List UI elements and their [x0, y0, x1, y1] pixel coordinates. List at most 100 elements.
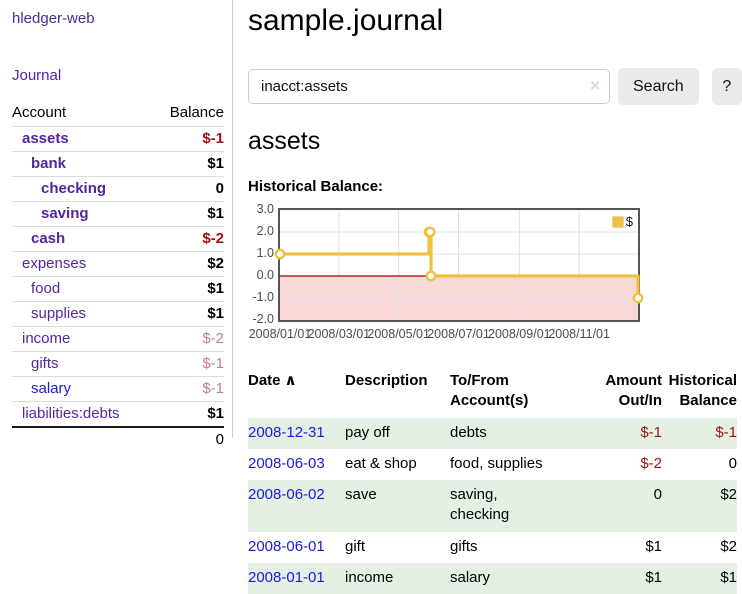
account-row: gifts$-1 — [12, 352, 224, 377]
accounts-cell: salary — [450, 563, 582, 594]
account-balance: $1 — [153, 277, 224, 302]
account-link[interactable]: supplies — [31, 305, 86, 322]
legend-swatch-icon — [612, 216, 624, 228]
account-link[interactable]: expenses — [22, 255, 86, 272]
chart-title-label: Historical Balance: — [248, 178, 742, 195]
account-link[interactable]: bank — [31, 155, 66, 172]
amount-cell: $1 — [582, 532, 662, 563]
balance-cell: $1 — [662, 563, 737, 594]
accounts-total-row: 0 — [12, 427, 224, 452]
search-form: × Search ? — [248, 68, 742, 105]
account-link[interactable]: cash — [31, 230, 65, 247]
chart-plot-area[interactable]: $ — [278, 208, 640, 322]
transaction-date-link[interactable]: 2008-06-03 — [248, 455, 325, 472]
account-link[interactable]: income — [22, 330, 70, 347]
account-row: salary $-1 — [12, 377, 224, 402]
y-axis-tick: 2.0 — [248, 224, 274, 239]
account-balance: $1 — [153, 152, 224, 177]
x-axis-tick: 2008/09/01 — [486, 327, 552, 342]
account-balance: $-2 — [153, 227, 224, 252]
balance-column-header-reg: Historical Balance — [662, 367, 737, 418]
account-heading: assets — [248, 127, 742, 156]
search-button[interactable]: Search — [618, 68, 699, 105]
account-balance: $-2 — [153, 327, 224, 352]
accounts-cell: food, supplies — [450, 449, 582, 480]
search-input[interactable] — [248, 69, 610, 104]
account-row: cash $-2 — [12, 227, 224, 252]
description-cell: gift — [345, 532, 450, 563]
accounts-total-value: 0 — [153, 427, 224, 452]
register-table: Date∧ Description To/From Account(s) Amo… — [248, 367, 737, 594]
account-balance: $1 — [153, 302, 224, 327]
main-content: sample.journal × Search ? assets Histori… — [248, 0, 742, 594]
help-button[interactable]: ? — [712, 68, 742, 105]
description-cell: pay off — [345, 418, 450, 449]
sort-ascending-icon: ∧ — [285, 372, 297, 389]
description-cell: eat & shop — [345, 449, 450, 480]
y-axis-tick: -2.0 — [248, 312, 274, 327]
transaction-date-link[interactable]: 2008-12-31 — [248, 424, 325, 441]
account-balance: $-1 — [153, 127, 224, 152]
balance-cell: $-1 — [662, 418, 737, 449]
transaction-date-link[interactable]: 2008-06-02 — [248, 486, 325, 503]
x-axis-tick: 2008/11/01 — [546, 327, 612, 342]
page-title: sample.journal — [248, 4, 742, 38]
balance-column-header: Balance — [153, 100, 224, 127]
app-title-link[interactable]: hledger-web — [12, 10, 95, 27]
account-link[interactable]: saving — [41, 205, 89, 222]
sidebar-item-journal[interactable]: Journal — [12, 67, 61, 84]
account-row: liabilities:debts $1 — [12, 402, 224, 428]
account-balance: $1 — [153, 402, 224, 428]
clear-search-icon[interactable]: × — [590, 76, 600, 96]
amount-column-header: Amount Out/In — [582, 367, 662, 418]
transaction-date-link[interactable]: 2008-01-01 — [248, 569, 325, 586]
account-balance: 0 — [153, 177, 224, 202]
amount-cell: 0 — [582, 480, 662, 532]
account-row: saving$1 — [12, 202, 224, 227]
account-row: income $-2 — [12, 327, 224, 352]
transaction-date-link[interactable]: 2008-06-01 — [248, 538, 325, 555]
account-link[interactable]: gifts — [31, 355, 59, 372]
account-link[interactable]: checking — [41, 180, 106, 197]
account-link[interactable]: food — [31, 280, 60, 297]
account-balance: $-1 — [153, 377, 224, 402]
x-axis-tick: 2008/05/01 — [366, 327, 432, 342]
y-axis-tick: 3.0 — [248, 202, 274, 217]
legend-label: $ — [626, 214, 633, 229]
accounts-column-header-reg: To/From Account(s) — [450, 367, 582, 418]
description-cell: save — [345, 480, 450, 532]
account-link[interactable]: salary — [31, 380, 71, 397]
x-axis-tick: 2008/03/01 — [306, 327, 372, 342]
amount-cell: $-2 — [582, 449, 662, 480]
y-axis-tick: 0.0 — [248, 268, 274, 283]
chart-canvas — [280, 210, 638, 320]
register-header-row: Date∧ Description To/From Account(s) Amo… — [248, 367, 737, 418]
description-cell: income — [345, 563, 450, 594]
y-axis-tick: -1.0 — [248, 290, 274, 305]
chart-legend: $ — [612, 214, 633, 229]
amount-cell: $1 — [582, 563, 662, 594]
account-row: food $1 — [12, 277, 224, 302]
account-balance: $2 — [153, 252, 224, 277]
description-column-header: Description — [345, 367, 450, 418]
balance-cell: $2 — [662, 532, 737, 563]
account-row: checking 0 — [12, 177, 224, 202]
x-axis-tick: 2008/01/01 — [247, 327, 313, 342]
account-row: assets $-1 — [12, 127, 224, 152]
accounts-cell: saving, checking — [450, 480, 582, 532]
account-link[interactable]: liabilities:debts — [22, 405, 120, 422]
account-row: expenses $2 — [12, 252, 224, 277]
accounts-cell: gifts — [450, 532, 582, 563]
account-link[interactable]: assets — [22, 130, 69, 147]
account-row: bank $1 — [12, 152, 224, 177]
balance-cell: 0 — [662, 449, 737, 480]
date-column-header[interactable]: Date∧ — [248, 367, 345, 418]
